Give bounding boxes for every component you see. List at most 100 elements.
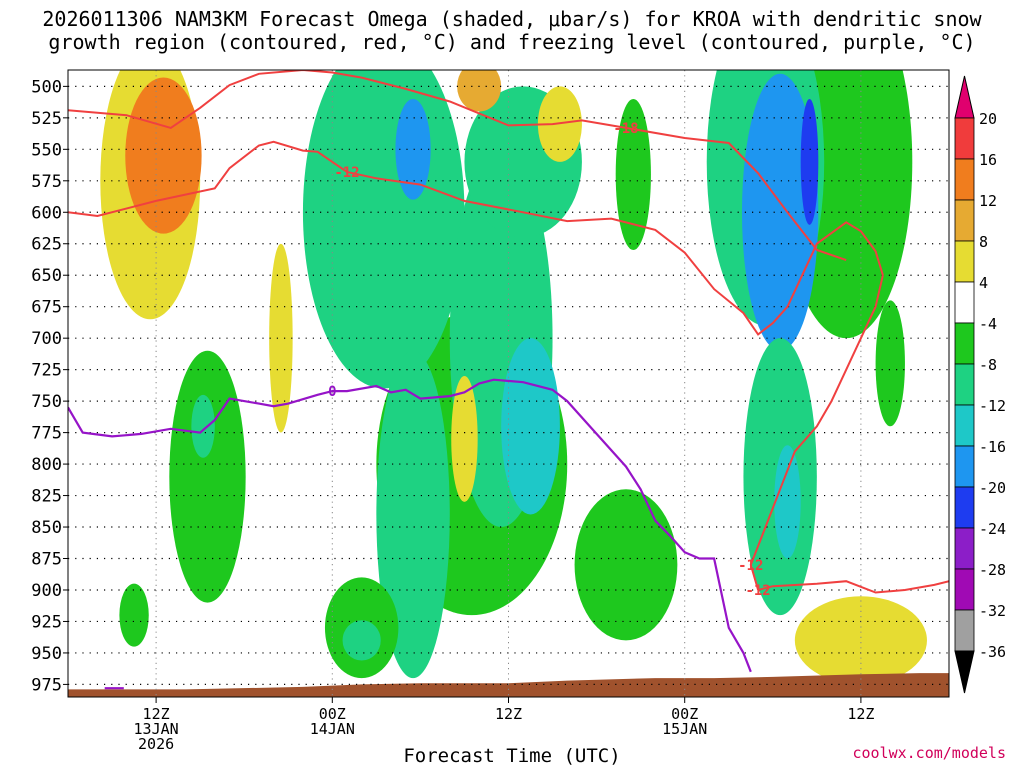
colorbar-bin	[954, 445, 975, 488]
colorbar-bin	[954, 117, 975, 160]
omega-cell	[395, 98, 431, 200]
y-tick-label: 825	[31, 487, 62, 507]
terrain-fill	[68, 673, 949, 697]
y-tick-label: 625	[31, 235, 62, 255]
y-axis: 500 525 550 575 600 625 650 675 700 725 750 775 800 8…	[31, 77, 68, 695]
x-tick-label: 2026	[138, 735, 174, 753]
x-axis-label: Forecast Time (UTC)	[403, 745, 621, 767]
colorbar-bin	[954, 322, 975, 365]
y-tick-label: 850	[31, 518, 62, 538]
omega-cell	[342, 620, 381, 661]
x-tick-label: 15JAN	[662, 720, 707, 738]
colorbar-label: 16	[979, 151, 997, 169]
omega-cell	[269, 243, 293, 433]
x-tick-label: 14JAN	[310, 720, 355, 738]
omega-cell	[574, 489, 678, 641]
terrain	[68, 673, 949, 697]
y-tick-label: 600	[31, 203, 62, 223]
colorbar-top-arrow	[954, 75, 975, 119]
colorbar-label: -20	[979, 479, 1006, 497]
y-tick-label: 775	[31, 424, 62, 444]
dgz-contour	[68, 70, 847, 262]
colorbar-label: -4	[979, 315, 997, 333]
colorbar-label: 8	[979, 233, 988, 251]
y-tick-label: 700	[31, 329, 62, 349]
y-tick-label: 650	[31, 266, 62, 286]
colorbar-bin	[954, 568, 975, 611]
dgz-contour	[757, 580, 949, 594]
y-tick-label: 975	[31, 675, 62, 695]
omega-cell	[501, 338, 560, 515]
y-tick-label: 550	[31, 140, 62, 160]
y-tick-label: 525	[31, 109, 62, 129]
colorbar-label: 12	[979, 192, 997, 210]
omega-cell	[457, 70, 502, 112]
chart-title-line-2: growth region (contoured, red, °C) and f…	[48, 30, 976, 54]
colorbar-label: -36	[979, 643, 1006, 661]
colorbar-bin	[954, 281, 975, 324]
colorbar-label: 20	[979, 110, 997, 128]
omega-cell	[451, 375, 478, 502]
x-tick-label: 00Z	[671, 705, 698, 723]
x-tick-label: 13JAN	[134, 720, 179, 738]
y-tick-label: 675	[31, 298, 62, 318]
colorbar-bin	[954, 527, 975, 570]
colorbar-bin	[954, 609, 975, 652]
y-tick-label: 750	[31, 392, 62, 412]
contours: -18 -12 -12 -12 0	[68, 70, 949, 690]
colorbar-label: -28	[979, 561, 1006, 579]
x-tick-label: 12Z	[495, 705, 522, 723]
colorbar-label: -16	[979, 438, 1006, 456]
omega-shading	[100, 70, 927, 685]
omega-cell	[376, 350, 450, 679]
omega-cell	[125, 77, 202, 234]
y-tick-label: 725	[31, 361, 62, 381]
omega-cell	[302, 70, 465, 389]
x-tick-label: 00Z	[319, 705, 346, 723]
dgz-contour	[68, 140, 884, 336]
grid	[68, 70, 949, 697]
dgz-contour-label: -18	[613, 121, 638, 137]
dgz-contour-label: -12	[745, 583, 770, 599]
dgz-contour-label: -12	[738, 558, 763, 574]
colorbar-label: -8	[979, 356, 997, 374]
colorbar: 20 16 12 8 4 -4 -8 -12 -16 -20 -24 -28 -32 -36	[954, 75, 1006, 694]
y-tick-label: 575	[31, 172, 62, 192]
omega-cell	[875, 300, 905, 427]
y-tick-label: 875	[31, 550, 62, 570]
chart-title-line-1: 2026011306 NAM3KM Forecast Omega (shaded…	[42, 7, 982, 31]
omega-cell	[191, 394, 215, 458]
y-tick-label: 925	[31, 612, 62, 632]
credit-text: coolwx.com/models	[852, 744, 1006, 762]
dgz-contour-label: -12	[334, 165, 359, 181]
x-tick-label: 12Z	[143, 705, 170, 723]
omega-cell	[774, 445, 801, 559]
y-tick-label: 900	[31, 581, 62, 601]
colorbar-label: -32	[979, 602, 1006, 620]
colorbar-label: -24	[979, 520, 1006, 538]
colorbar-bin	[954, 404, 975, 447]
omega-cell	[119, 583, 149, 647]
colorbar-bin	[954, 486, 975, 529]
colorbar-bin	[954, 199, 975, 242]
dgz-contour	[749, 274, 884, 591]
omega-cell	[794, 596, 927, 685]
y-tick-label: 800	[31, 455, 62, 475]
colorbar-bin	[954, 240, 975, 283]
y-tick-label: 950	[31, 644, 62, 664]
colorbar-bin	[954, 363, 975, 406]
omega-cell	[800, 98, 819, 225]
freezing-level-label: 0	[328, 384, 336, 400]
colorbar-label: 4	[979, 274, 988, 292]
colorbar-label: -12	[979, 397, 1006, 415]
freezing-level-contour	[68, 378, 752, 673]
omega-blobs	[100, 70, 927, 685]
omega-cell	[169, 350, 246, 603]
omega-cell	[615, 98, 651, 251]
colorbar-bin	[954, 158, 975, 201]
x-tick-label: 12Z	[847, 705, 874, 723]
y-tick-label: 500	[31, 77, 62, 97]
colorbar-bottom-arrow	[954, 650, 975, 694]
